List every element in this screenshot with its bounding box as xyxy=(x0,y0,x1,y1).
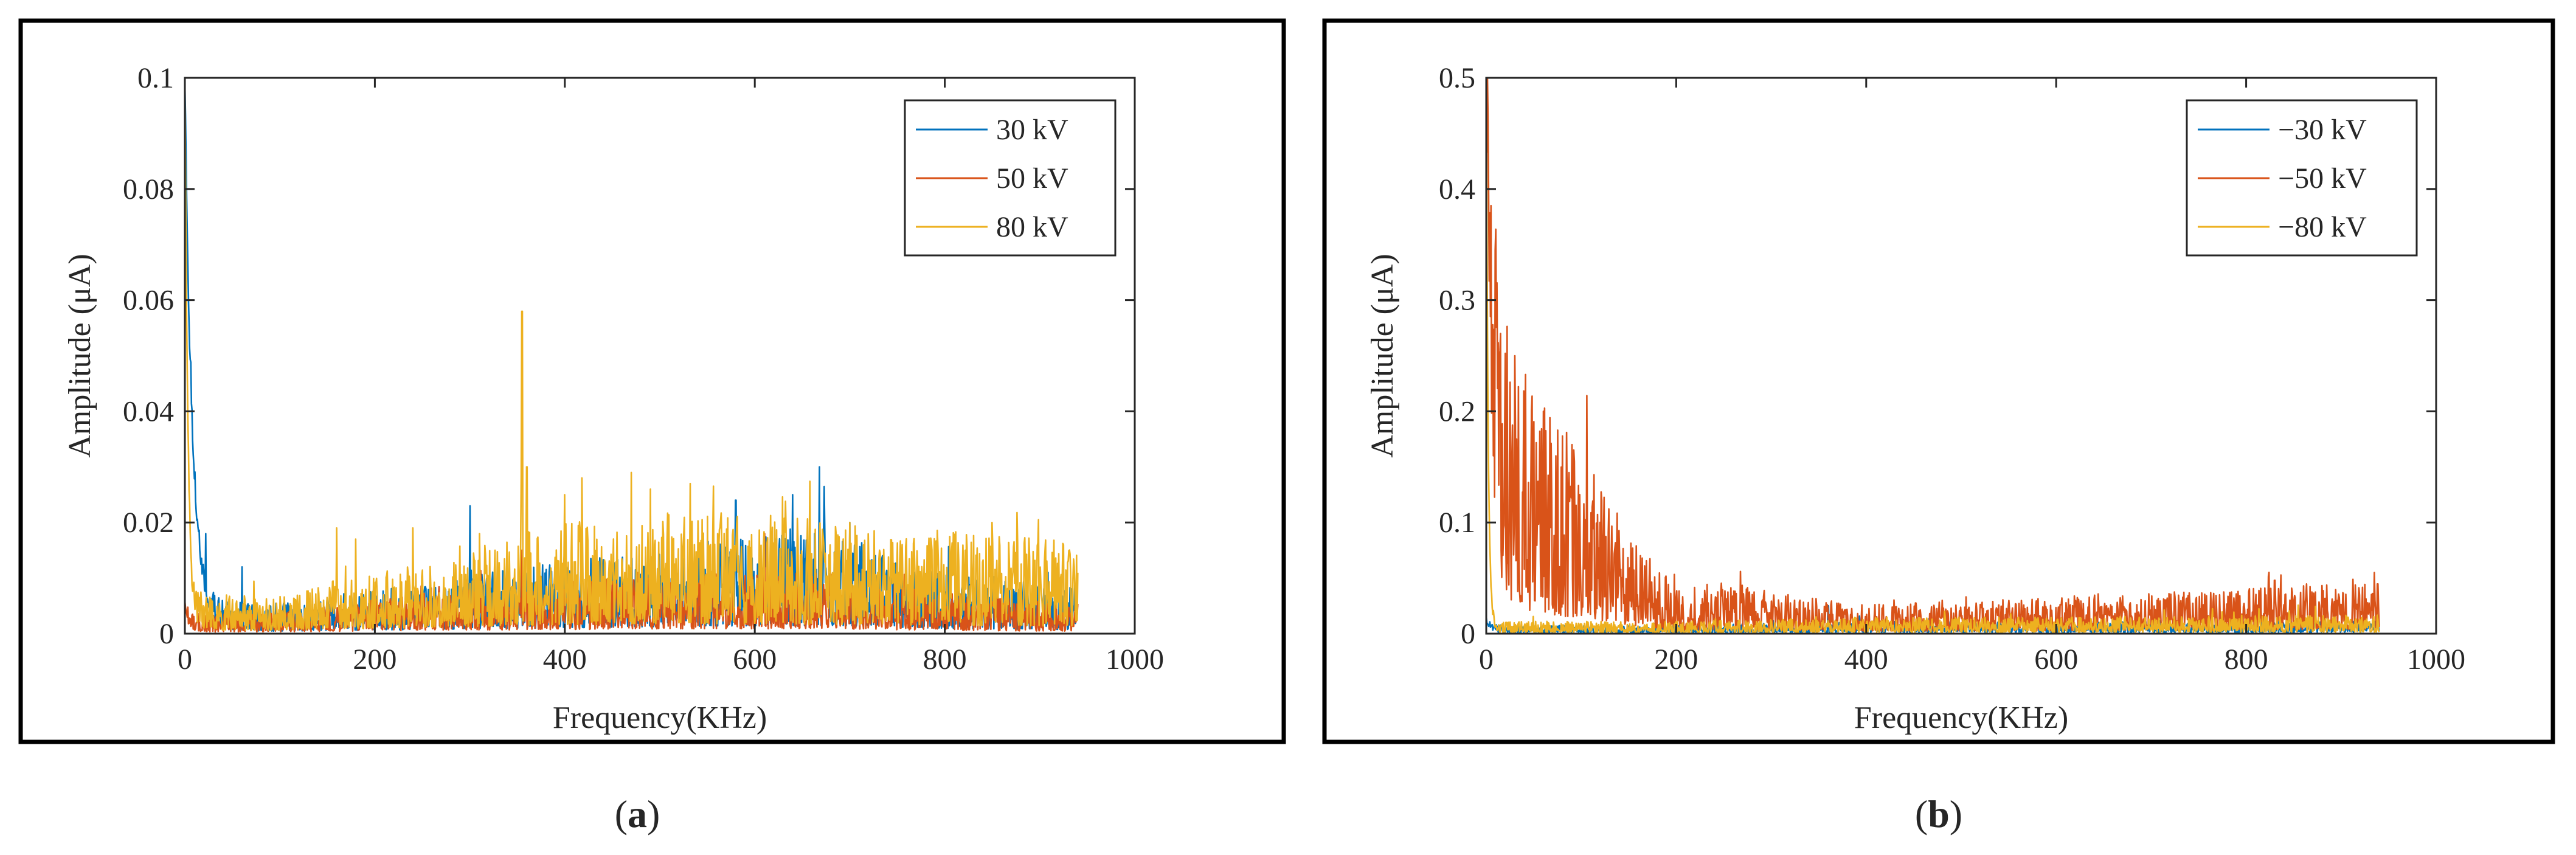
y-tick-label: 0 xyxy=(159,618,174,650)
series-line-a-3 xyxy=(184,77,1079,631)
panel-b-caption-close: ) xyxy=(1950,792,1962,836)
x-tick-label: 0 xyxy=(1479,643,1494,676)
panel-b-x-axis-title: Frequency(KHz) xyxy=(1854,701,2068,735)
x-tick-label: 800 xyxy=(923,643,967,676)
x-tick-label: 200 xyxy=(353,643,396,676)
y-tick-label: 0.1 xyxy=(1439,507,1475,539)
y-tick-label: 0 xyxy=(1461,618,1475,650)
panel-a-y-axis-title: Amplitude (μA) xyxy=(63,254,97,458)
y-tick-label: 0.04 xyxy=(123,395,174,428)
x-tick-label: 0 xyxy=(178,643,192,676)
panel-a-caption-close: ) xyxy=(647,792,660,836)
panel-b-series-layer xyxy=(1485,77,2380,634)
panel-a-caption-letter: a xyxy=(628,792,647,836)
panel-a-x-axis-title: Frequency(KHz) xyxy=(553,701,767,735)
panel-b-y-axis-title: Amplitude (μA) xyxy=(1365,254,1400,458)
legend-label-a-2: 50 kV xyxy=(996,162,1068,195)
y-tick-label: 0.2 xyxy=(1439,395,1475,428)
panel-a: 0 200 400 600 800 1000 0 0.02 0.04 0.06 0.08 0.1 Fr… xyxy=(18,18,1286,836)
panel-a-ticks: 0 200 400 600 800 1000 0 0.02 0.04 0.06 0.08 0.1 xyxy=(123,62,1164,676)
y-tick-label: 0.06 xyxy=(123,285,174,317)
x-tick-label: 800 xyxy=(2225,643,2268,676)
panel-a-legend: 30 kV 50 kV 80 kV xyxy=(904,99,1117,257)
x-tick-label: 200 xyxy=(1654,643,1698,676)
legend-label-a-1: 30 kV xyxy=(996,114,1068,146)
x-tick-label: 1000 xyxy=(2407,643,2465,676)
legend-label-b-2: −50 kV xyxy=(2278,162,2367,195)
y-tick-label: 0.1 xyxy=(137,62,174,94)
panel-b-caption-open: ( xyxy=(1915,792,1928,836)
panel-a-axes-box xyxy=(184,77,1136,635)
panel-b-ticks: 0 200 400 600 800 1000 0 0.1 0.2 0.3 0.4 0.5 xyxy=(1439,62,2465,676)
panel-b: 0 200 400 600 800 1000 0 0.1 0.2 0.3 0.4 0.5 Freque… xyxy=(1322,18,2555,836)
panel-b-legend: −30 kV −50 kV −80 kV xyxy=(2186,99,2418,257)
x-tick-label: 400 xyxy=(543,643,587,676)
x-tick-label: 1000 xyxy=(1106,643,1164,676)
panel-a-caption: (a) xyxy=(615,792,660,836)
y-tick-label: 0.4 xyxy=(1439,173,1475,206)
x-tick-label: 600 xyxy=(733,643,777,676)
y-tick-label: 0.5 xyxy=(1439,62,1475,94)
panel-b-caption: (b) xyxy=(1915,792,1962,836)
x-tick-label: 400 xyxy=(1844,643,1888,676)
y-tick-label: 0.02 xyxy=(123,507,174,539)
panel-a-series-layer xyxy=(184,77,1079,633)
legend-label-a-3: 80 kV xyxy=(996,211,1068,243)
panel-b-axes-box xyxy=(1485,77,2437,635)
x-tick-label: 600 xyxy=(2034,643,2078,676)
legend-label-b-1: −30 kV xyxy=(2278,114,2367,146)
y-tick-label: 0.3 xyxy=(1439,285,1475,317)
y-tick-label: 0.08 xyxy=(123,173,174,206)
series-line-b-3 xyxy=(1485,77,2380,634)
panel-a-caption-open: ( xyxy=(615,792,628,836)
panel-b-caption-letter: b xyxy=(1928,792,1950,836)
legend-label-b-3: −80 kV xyxy=(2278,211,2367,243)
